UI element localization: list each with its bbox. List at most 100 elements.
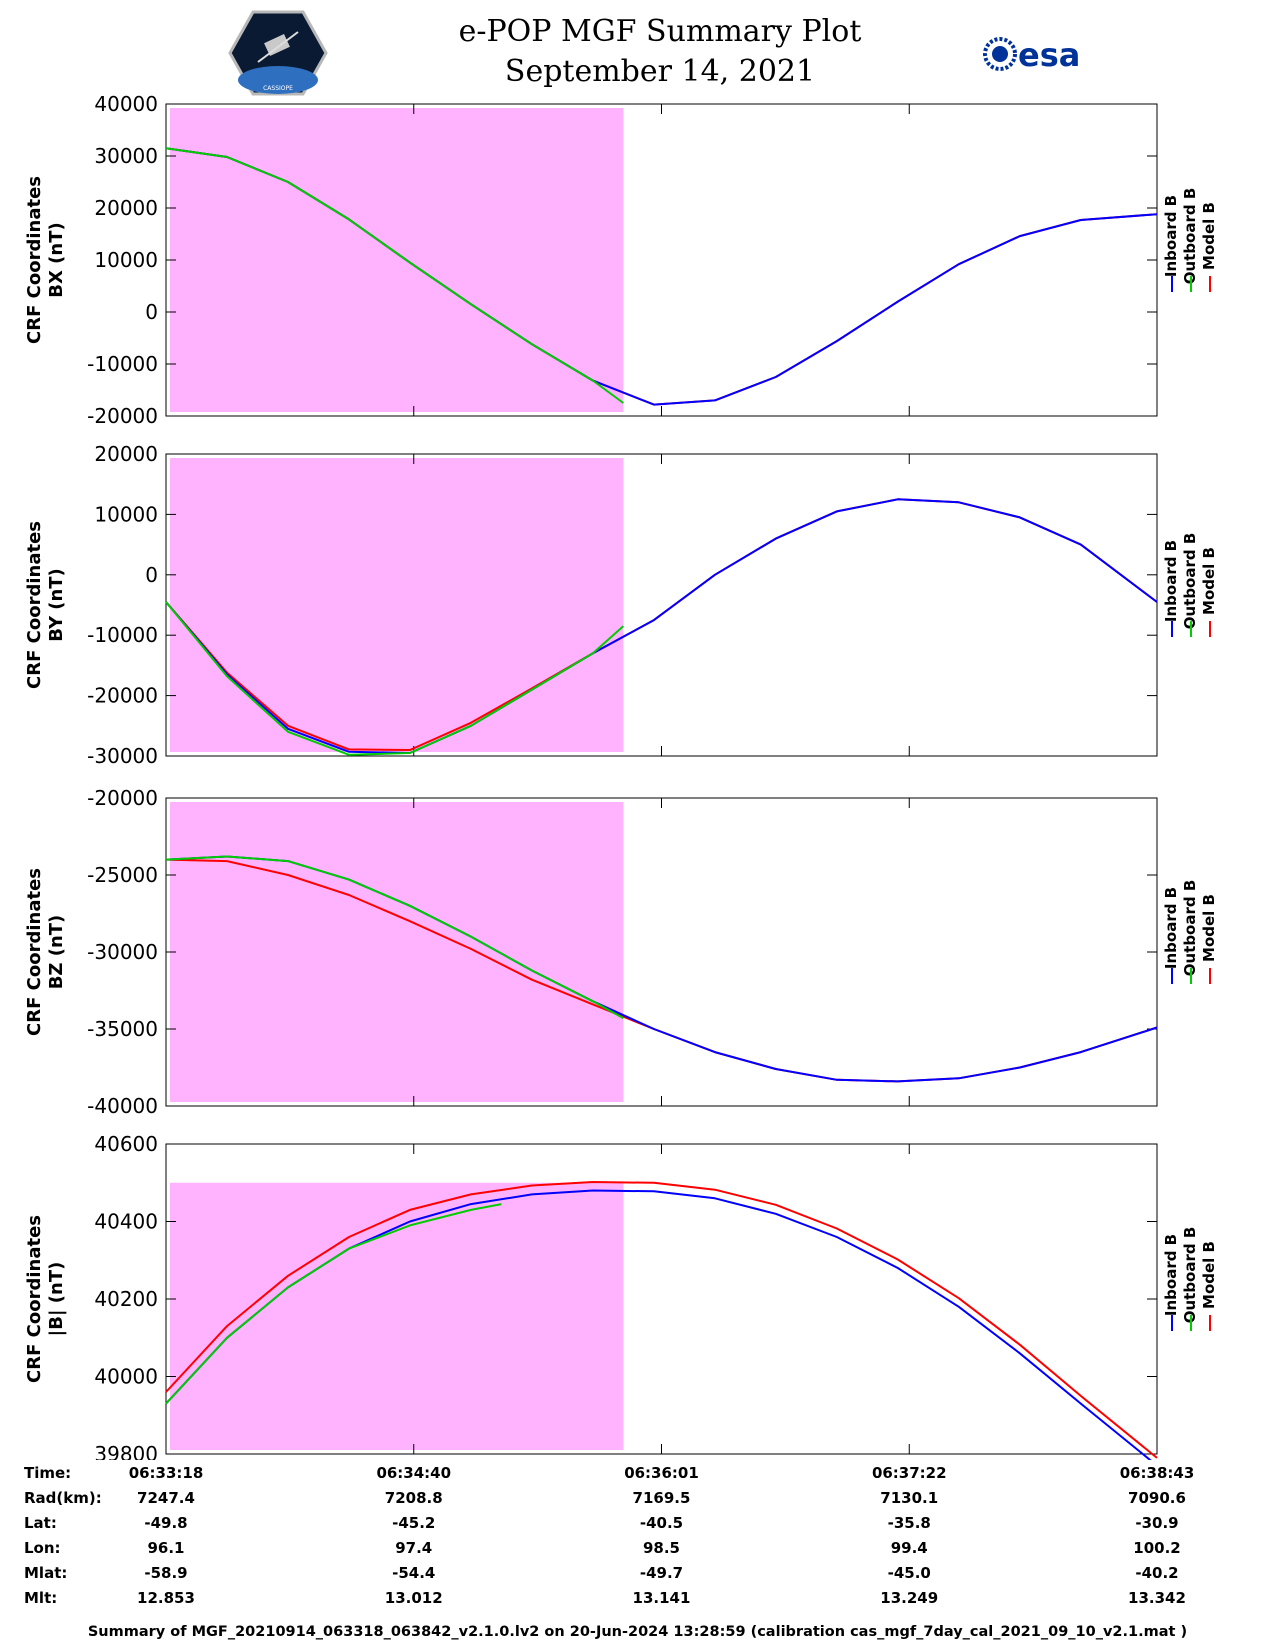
table-cell: 06:34:40	[376, 1464, 452, 1482]
table-cell: -35.8	[887, 1514, 931, 1532]
table-cell: 7208.8	[384, 1489, 443, 1507]
table-cell: 98.5	[642, 1539, 680, 1557]
legend-label: Model B	[1200, 202, 1218, 270]
table-cell: -45.0	[887, 1564, 931, 1582]
table-row-label: Rad(km):	[24, 1489, 102, 1507]
y-tick-label: 40000	[94, 92, 158, 116]
legend-label: Inboard B	[1162, 1234, 1180, 1316]
plot-title: e-POP MGF Summary Plot September 14, 202…	[380, 12, 940, 92]
legend-label: Inboard B	[1162, 887, 1180, 969]
chart-panel-2: 20000 10000 0 -10000 -20000 -30000 CRF Coordin…	[24, 442, 1218, 768]
table-cell: -49.7	[639, 1564, 684, 1582]
table-cell: 06:37:22	[871, 1464, 947, 1482]
table-cell: 7130.1	[880, 1489, 939, 1507]
y-tick-label: 30000	[94, 144, 158, 168]
summary-charts: 40000 30000 20000 10000 0 -10000 -20000 CRF Coo…	[24, 92, 1218, 1460]
legend-label: Outboard B	[1181, 1227, 1199, 1324]
legend-label: Model B	[1200, 547, 1218, 615]
y-tick-label: 0	[145, 300, 158, 324]
y-axis-label-line: BY (nT)	[46, 568, 67, 642]
shaded-interval	[170, 108, 624, 412]
table-cell: 96.1	[147, 1539, 185, 1557]
title-line: e-POP MGF Summary Plot	[458, 14, 862, 49]
table-cell: -54.4	[392, 1564, 436, 1582]
chart-panel-4: 40600 40400 40200 40000 39800 CRF Coordinates…	[24, 1132, 1218, 1460]
y-tick-label: 40200	[94, 1287, 158, 1311]
y-axis-label-line: BZ (nT)	[46, 915, 67, 990]
table-cell: -45.2	[392, 1514, 436, 1532]
legend-label: Model B	[1200, 1241, 1218, 1309]
y-tick-label: -30000	[87, 744, 158, 768]
table-cell: 06:36:01	[624, 1464, 699, 1482]
series-line-inboard-b	[165, 498, 1158, 754]
table-row-label: Time:	[24, 1464, 72, 1482]
series-line-outboard-b	[165, 1203, 502, 1405]
y-tick-label: 40400	[94, 1210, 158, 1234]
y-tick-label: -20000	[87, 404, 158, 428]
y-axis-label-line: BX (nT)	[46, 222, 67, 297]
table-cell: -40.2	[1135, 1564, 1179, 1582]
series-line-model-b	[165, 1181, 1158, 1459]
y-tick-label: -35000	[87, 1017, 158, 1041]
y-tick-label: -30000	[87, 940, 158, 964]
legend-label: Outboard B	[1181, 533, 1199, 630]
y-tick-label: 39800	[94, 1442, 158, 1460]
y-tick-label: 40000	[94, 1365, 158, 1389]
table-cell: 100.2	[1133, 1539, 1181, 1557]
y-axis-label-line: CRF Coordinates	[24, 521, 45, 689]
table-row-label: Mlat:	[24, 1564, 68, 1582]
legend-label: Outboard B	[1181, 880, 1199, 977]
table-cell: 7247.4	[137, 1489, 195, 1507]
y-tick-label: -25000	[87, 863, 158, 887]
y-tick-label: -10000	[87, 623, 158, 647]
y-tick-label: -10000	[87, 352, 158, 376]
y-tick-label: 20000	[94, 196, 158, 220]
date-line: September 14, 2021	[504, 54, 816, 89]
table-cell: 7169.5	[632, 1489, 691, 1507]
y-tick-label: 10000	[94, 248, 158, 272]
table-row-label: Mlt:	[24, 1589, 58, 1607]
y-axis-label: CRF CoordinatesBY (nT)	[24, 521, 67, 689]
y-tick-label: -40000	[87, 1094, 158, 1118]
legend-label: Model B	[1200, 894, 1218, 962]
y-tick-label: 20000	[94, 442, 158, 466]
y-tick-label: -20000	[87, 684, 158, 708]
table-cell: 06:38:43	[1119, 1464, 1195, 1482]
shaded-interval	[170, 458, 624, 752]
table-cell: -30.9	[1135, 1514, 1179, 1532]
table-cell: -58.9	[144, 1564, 188, 1582]
table-row-label: Lon:	[24, 1539, 61, 1557]
series-line-outboard-b	[165, 855, 624, 1020]
y-axis-label-line: CRF Coordinates	[24, 868, 45, 1036]
table-cell: 99.4	[890, 1539, 928, 1557]
cassiope-logo: CASSIOPE	[228, 10, 328, 96]
table-cell: 12.853	[137, 1589, 195, 1607]
y-axis-label-line: CRF Coordinates	[24, 1215, 45, 1383]
table-cell: -49.8	[144, 1514, 188, 1532]
table-cell: 13.141	[632, 1589, 691, 1607]
series-line-outboard-b	[165, 147, 624, 404]
table-cell: 13.249	[880, 1589, 939, 1607]
y-axis-label: CRF CoordinatesBZ (nT)	[24, 868, 67, 1036]
y-tick-label: 10000	[94, 502, 158, 526]
y-tick-label: -20000	[87, 786, 158, 810]
shaded-interval	[170, 802, 624, 1102]
y-axis-label-line: CRF Coordinates	[24, 176, 45, 344]
y-axis-label: CRF CoordinatesBX (nT)	[24, 176, 67, 344]
y-axis-label-line: |B| (nT)	[46, 1262, 67, 1337]
esa-logo: esa	[983, 36, 1080, 74]
legend-label: Inboard B	[1162, 540, 1180, 622]
esa-logo-text: esa	[1018, 36, 1080, 74]
cassiope-logo-text: CASSIOPE	[263, 85, 293, 92]
table-cell: 97.4	[395, 1539, 433, 1557]
chart-panel-1: 40000 30000 20000 10000 0 -10000 -20000 CRF Coo…	[24, 92, 1218, 428]
y-axis-label: CRF Coordinates|B| (nT)	[24, 1215, 67, 1383]
legend-label: Outboard B	[1181, 188, 1199, 285]
legend-label: Inboard B	[1162, 195, 1180, 277]
table-cell: 13.342	[1128, 1589, 1186, 1607]
table-cell: 06:33:18	[128, 1464, 204, 1482]
table-row-label: Lat:	[24, 1514, 57, 1532]
y-tick-label: 0	[145, 563, 158, 587]
series-line-outboard-b	[165, 601, 625, 756]
table-cell: 7090.6	[1128, 1489, 1186, 1507]
